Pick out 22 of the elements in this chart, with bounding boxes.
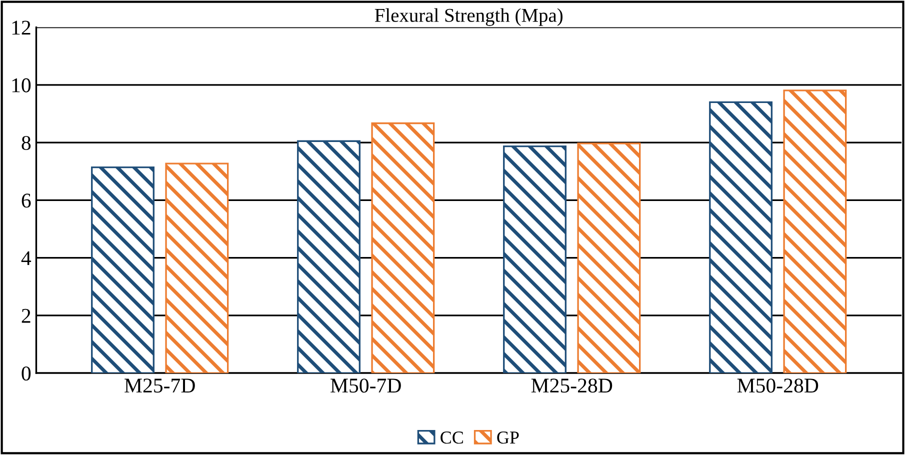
chart-title: Flexural Strength (Mpa)	[374, 8, 563, 26]
x-tick-label: M25-7D	[124, 378, 195, 393]
bar	[371, 122, 435, 374]
bar	[577, 142, 641, 374]
y-tick-label: 0	[22, 366, 31, 381]
bar	[91, 166, 154, 374]
x-tick-label: M25-28D	[531, 378, 612, 393]
y-tick-label: 8	[22, 136, 31, 150]
y-tick-label: 12	[12, 20, 30, 35]
y-tick-label: 6	[22, 194, 31, 208]
y-tick-label: 2	[22, 308, 30, 323]
x-tick-label: M50-28D	[737, 378, 818, 393]
bar	[165, 162, 229, 374]
x-tick-label: M50-7D	[330, 378, 401, 393]
y-tick-label: 10	[12, 78, 31, 92]
legend-label: GP	[497, 432, 519, 444]
y-tick-label: 4	[21, 251, 32, 266]
bar	[783, 90, 847, 374]
bar	[709, 101, 773, 374]
legend-label: CC	[440, 432, 463, 444]
bar	[297, 140, 361, 374]
bar	[503, 145, 567, 374]
